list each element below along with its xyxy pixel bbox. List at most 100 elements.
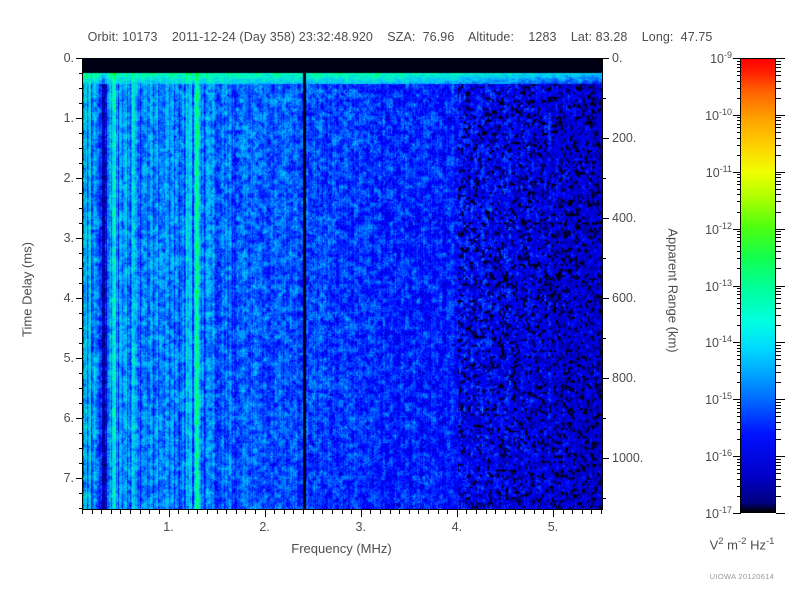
time-delay-tick	[76, 118, 83, 119]
colorbar-minor-tick	[737, 302, 741, 304]
time-delay-tick	[76, 478, 83, 479]
colorbar-minor-tick	[737, 416, 741, 418]
colorbar-minor-tick	[737, 127, 741, 129]
colorbar-tick	[776, 456, 785, 458]
frequency-minor-tick	[274, 510, 276, 514]
time-delay-minor-tick	[79, 208, 83, 209]
colorbar-minor-tick	[737, 325, 741, 327]
apparent-range-tick-label: 800.	[612, 371, 637, 385]
frequency-tick-label: 3.	[355, 520, 366, 534]
colorbar-minor-tick	[776, 117, 781, 119]
colorbar-minor-tick	[737, 241, 741, 243]
colorbar-minor-tick	[776, 473, 781, 475]
time-delay-minor-tick	[79, 508, 83, 509]
time-delay-tick-label: 2.	[63, 171, 74, 185]
colorbar-minor-tick	[776, 137, 781, 139]
frequency-minor-tick	[158, 510, 160, 514]
colorbar-minor-tick	[737, 268, 741, 270]
colorbar-minor-tick	[776, 325, 781, 327]
time-delay-minor-tick	[79, 343, 83, 344]
frequency-tick	[360, 510, 362, 517]
frequency-minor-tick	[120, 510, 122, 514]
colorbar-minor-tick	[737, 354, 741, 356]
colorbar-minor-tick	[776, 347, 781, 349]
colorbar-minor-tick	[776, 188, 781, 190]
colorbar-tick-label: 10-11	[705, 163, 732, 180]
colorbar-tick	[733, 114, 741, 116]
colorbar-minor-tick	[776, 416, 781, 418]
time-delay-tick	[76, 238, 83, 239]
colorbar-tick	[776, 114, 785, 116]
frequency-tick	[264, 510, 266, 517]
colorbar-minor-tick	[776, 154, 781, 156]
frequency-minor-tick	[428, 510, 429, 514]
time-delay-tick-label: 0.	[63, 51, 74, 65]
colorbar-minor-tick	[737, 231, 741, 233]
time-delay-tick-label: 4.	[63, 291, 74, 305]
colorbar-minor-tick	[737, 408, 741, 410]
colorbar-minor-tick	[737, 468, 741, 470]
colorbar-minor-tick	[776, 258, 781, 260]
apparent-range-tick	[602, 458, 609, 459]
frequency-tick	[456, 510, 458, 517]
colorbar-minor-tick	[776, 80, 781, 82]
colorbar-minor-tick	[737, 347, 741, 349]
frequency-minor-tick	[418, 510, 420, 514]
colorbar-minor-tick	[776, 478, 781, 480]
colorbar-tick	[733, 399, 741, 401]
colorbar-minor-tick	[737, 117, 741, 119]
colorbar-minor-tick	[737, 294, 741, 296]
x-axis-title: Frequency (MHz)	[291, 541, 392, 556]
apparent-range-tick	[602, 218, 609, 219]
colorbar-minor-tick	[737, 211, 741, 213]
frequency-minor-tick	[581, 510, 583, 514]
spectrogram-panel[interactable]	[82, 58, 603, 510]
colorbar-minor-tick	[776, 241, 781, 243]
colorbar-minor-tick	[776, 180, 781, 182]
colorbar-minor-tick	[737, 401, 741, 403]
colorbar-tick-label: 10-17	[705, 504, 732, 522]
apparent-range-minor-tick	[602, 258, 606, 259]
colorbar-minor-tick	[776, 294, 781, 296]
colorbar-minor-tick	[776, 144, 781, 146]
colorbar-minor-tick	[737, 184, 741, 186]
colorbar-minor-tick	[776, 201, 781, 203]
colorbar-minor-tick	[737, 188, 741, 190]
colorbar-minor-tick	[737, 298, 741, 300]
apparent-range-tick	[602, 298, 609, 299]
time-delay-minor-tick	[79, 493, 83, 494]
time-delay-tick-label: 6.	[63, 411, 74, 425]
colorbar[interactable]	[740, 58, 776, 513]
time-delay-minor-tick	[79, 463, 83, 464]
frequency-minor-tick	[322, 510, 324, 514]
colorbar-minor-tick	[737, 411, 741, 413]
frequency-minor-tick	[601, 510, 602, 514]
colorbar-minor-tick	[776, 468, 781, 470]
colorbar-tick-label: 10-16	[705, 448, 732, 465]
frequency-tick-label: 5.	[547, 520, 559, 534]
time-delay-minor-tick	[79, 283, 83, 284]
colorbar-minor-tick	[776, 359, 781, 361]
colorbar-minor-tick	[776, 184, 781, 186]
time-delay-minor-tick	[79, 223, 83, 224]
apparent-range-tick	[602, 58, 609, 59]
colorbar-minor-tick	[776, 308, 781, 310]
frequency-minor-tick	[206, 510, 208, 514]
apparent-range-tick-label: 0.	[612, 51, 623, 65]
frequency-minor-tick	[572, 510, 574, 514]
colorbar-minor-tick	[737, 87, 741, 89]
colorbar-minor-tick	[737, 382, 741, 384]
colorbar-minor-tick	[776, 131, 781, 133]
frequency-minor-tick	[514, 510, 516, 514]
frequency-minor-tick	[533, 510, 535, 514]
colorbar-minor-tick	[776, 237, 781, 239]
colorbar-minor-tick	[776, 120, 781, 122]
colorbar-tick	[776, 285, 785, 287]
time-delay-minor-tick	[79, 73, 83, 74]
time-delay-minor-tick	[79, 163, 83, 164]
frequency-ticks	[82, 510, 602, 518]
frequency-minor-tick	[293, 510, 295, 514]
colorbar-tick	[776, 342, 785, 344]
colorbar-minor-tick	[776, 485, 781, 487]
time-delay-tick-label: 3.	[63, 231, 74, 245]
